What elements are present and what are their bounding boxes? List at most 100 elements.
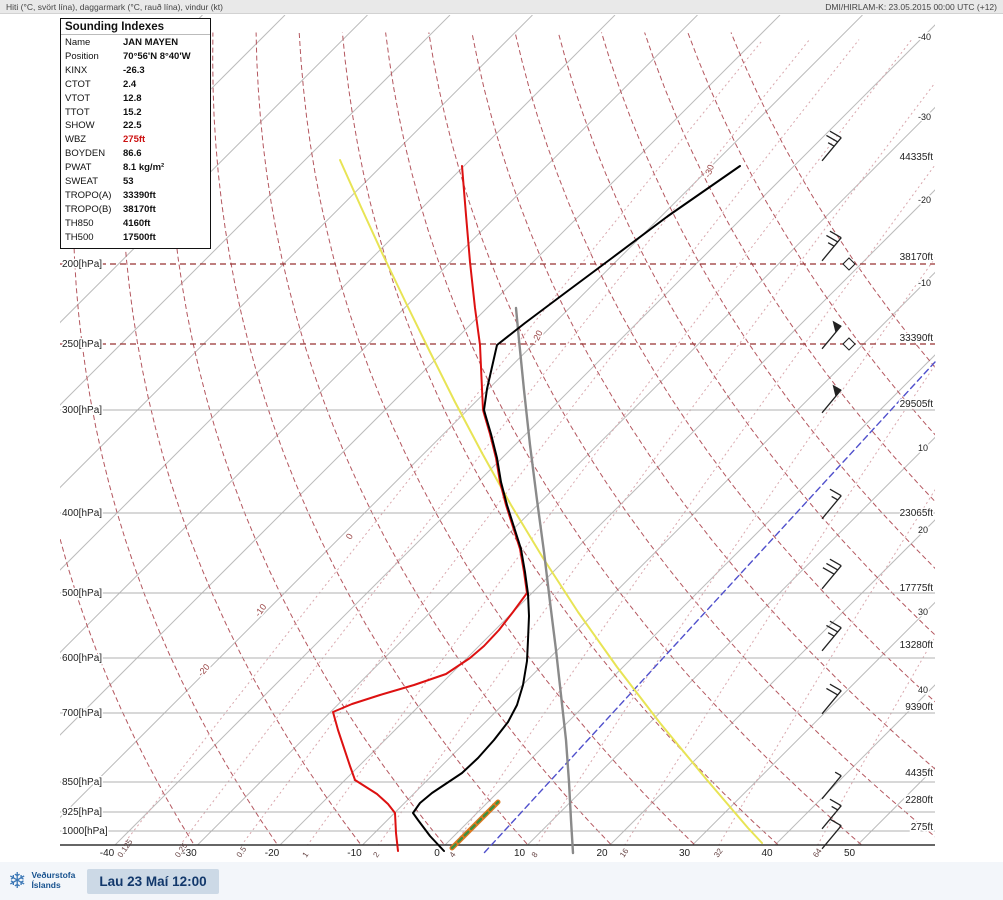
mixing-ratio-line bbox=[624, 364, 935, 845]
dry-adiabat-line bbox=[60, 536, 195, 845]
bottom-temp-label: -40 bbox=[100, 848, 115, 859]
right-temp-label: -30 bbox=[918, 112, 931, 122]
mixing-ratio-label: 2 bbox=[371, 850, 381, 859]
mixing-ratio-line bbox=[179, 39, 810, 845]
yellow-adiabat-line bbox=[339, 159, 763, 844]
index-row: SWEAT 53 bbox=[65, 175, 206, 189]
wind-barb bbox=[821, 771, 842, 800]
isotherm-line bbox=[60, 15, 451, 406]
bottom-temp-label: 40 bbox=[761, 848, 773, 859]
datetime-badge: Lau 23 Maí 12:00 bbox=[87, 868, 219, 894]
top-info-bar: Hiti (°C, svört lína), daggarmark (°C, r… bbox=[0, 0, 1003, 14]
pressure-label: 250[hPa] bbox=[62, 339, 102, 350]
index-value: 2.4 bbox=[123, 78, 137, 90]
pressure-label: 200[hPa] bbox=[62, 259, 102, 270]
tropopause-marker bbox=[842, 337, 856, 351]
index-label: WBZ bbox=[65, 134, 87, 146]
isotherm-line bbox=[60, 15, 616, 571]
index-label: TH500 bbox=[65, 231, 94, 243]
adiabat-label: -30 bbox=[702, 163, 716, 179]
right-temp-label: -10 bbox=[918, 278, 931, 288]
wind-barb bbox=[821, 320, 842, 350]
index-value: 22.5 bbox=[123, 120, 142, 132]
pressure-label: 700[hPa] bbox=[62, 708, 102, 719]
adiabat-label: -20 bbox=[530, 329, 545, 345]
mixing-ratio-line bbox=[377, 82, 935, 845]
isotherm-line bbox=[932, 15, 1003, 853]
bottom-temp-label: 20 bbox=[596, 848, 608, 859]
altitude-label: 33390ft bbox=[900, 333, 934, 344]
wind-barb bbox=[821, 488, 842, 520]
altitude-label: 4435ft bbox=[905, 768, 933, 779]
index-value: 15.2 bbox=[123, 106, 142, 118]
dry-adiabat-line bbox=[601, 32, 935, 569]
dry-adiabat-line bbox=[428, 32, 935, 838]
parcel-segment-green bbox=[450, 800, 500, 850]
dry-adiabat-line bbox=[167, 32, 446, 845]
index-label: PWAT bbox=[65, 162, 92, 174]
dry-adiabat-line bbox=[298, 32, 696, 845]
vedurstofa-logo: ❄ Veðurstofa Íslands bbox=[8, 870, 75, 892]
isotherm-line bbox=[691, 601, 935, 845]
footer-bar: ❄ Veðurstofa Íslands Lau 23 Maí 12:00 bbox=[0, 862, 1003, 900]
index-label: SHOW bbox=[65, 120, 95, 132]
pressure-label: 850[hPa] bbox=[62, 777, 102, 788]
isotherm-line bbox=[60, 15, 533, 489]
isotherm-line bbox=[361, 271, 935, 845]
right-temp-label: 30 bbox=[918, 607, 928, 617]
mixing-ratio-label: 4 bbox=[448, 850, 458, 859]
mixing-ratio-label: 0.5 bbox=[235, 844, 249, 859]
right-temp-label: -20 bbox=[918, 195, 931, 205]
isotherm-line bbox=[856, 766, 935, 845]
wind-barb bbox=[821, 558, 842, 590]
index-row: PWAT 8.1 kg/m² bbox=[65, 161, 206, 175]
chart-legend-text: Hiti (°C, svört lína), daggarmark (°C, r… bbox=[6, 1, 223, 12]
index-label: Position bbox=[65, 50, 99, 62]
index-row: TROPO(A) 33390ft bbox=[65, 189, 206, 203]
index-row: SHOW 22.5 bbox=[65, 119, 206, 133]
isotherm-line bbox=[774, 684, 935, 845]
index-row: VTOT 12.8 bbox=[65, 92, 206, 106]
index-value: 12.8 bbox=[123, 92, 142, 104]
model-run-text: DMI/HIRLAM-K: 23.05.2015 00:00 UTC (+12) bbox=[825, 1, 997, 12]
wind-barb bbox=[821, 683, 842, 715]
dry-adiabat-line bbox=[212, 32, 529, 845]
isotherm-line bbox=[609, 519, 935, 845]
pressure-label: 400[hPa] bbox=[62, 508, 102, 519]
adiabat-label: -10 bbox=[253, 602, 269, 618]
right-temp-label: 20 bbox=[918, 525, 928, 535]
isotherm-line bbox=[60, 15, 698, 654]
altitude-label: 23065ft bbox=[900, 508, 934, 519]
index-label: BOYDEN bbox=[65, 148, 106, 160]
index-label: VTOT bbox=[65, 92, 91, 104]
wind-barb bbox=[821, 230, 842, 262]
bottom-temp-label: 0 bbox=[434, 848, 440, 859]
bottom-temp-label: 10 bbox=[514, 848, 526, 859]
isotherm-line bbox=[114, 24, 935, 845]
adiabat-label: 0 bbox=[344, 532, 355, 542]
pressure-label: 1000[hPa] bbox=[62, 826, 108, 837]
mixing-ratio-label: 32 bbox=[712, 846, 725, 859]
tropopause-marker bbox=[842, 257, 856, 271]
mixing-ratio-label: 16 bbox=[618, 846, 631, 859]
mixing-ratio-label: 8 bbox=[530, 850, 540, 859]
right-temp-label: -40 bbox=[918, 32, 931, 42]
bottom-temp-label: -20 bbox=[265, 848, 280, 859]
index-label: TTOT bbox=[65, 106, 90, 118]
index-value: 4160ft bbox=[123, 217, 151, 229]
dry-adiabat-line bbox=[730, 32, 935, 369]
index-row: TTOT 15.2 bbox=[65, 106, 206, 120]
index-row: TH500 17500ft bbox=[65, 231, 206, 245]
index-value: -26.3 bbox=[123, 64, 145, 76]
index-label: CTOT bbox=[65, 78, 91, 90]
index-value: 70°56'N 8°40'W bbox=[123, 50, 191, 62]
mixing-ratio-line bbox=[536, 257, 935, 845]
dry-adiabat-line bbox=[644, 32, 935, 503]
index-row: BOYDEN 86.6 bbox=[65, 147, 206, 161]
logo-line2: Íslands bbox=[31, 880, 61, 890]
altitude-label: 38170ft bbox=[900, 252, 934, 263]
isotherm-line bbox=[526, 436, 935, 845]
snowflake-icon: ❄ bbox=[8, 868, 27, 893]
index-value: JAN MAYEN bbox=[123, 37, 179, 48]
right-temp-label: 40 bbox=[918, 685, 928, 695]
